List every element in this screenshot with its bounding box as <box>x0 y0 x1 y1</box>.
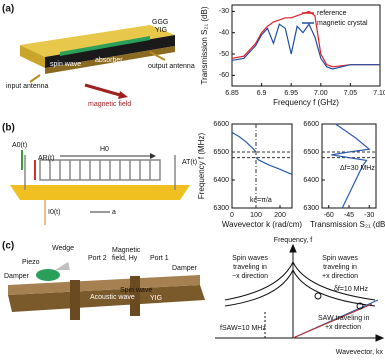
annotation: kc=π/a <box>250 197 272 204</box>
note: −x direction <box>232 273 268 280</box>
label: YIG <box>155 27 167 34</box>
label: input antenna <box>6 83 49 90</box>
label: output antenna <box>148 63 195 70</box>
legend-label: magnetic crystal <box>317 20 368 27</box>
label: H0 <box>100 146 109 153</box>
label: magnetic field <box>88 101 131 108</box>
schematic-a <box>20 25 175 99</box>
x-axis-label: Frequency f (GHz) <box>273 98 339 107</box>
x-tick-label: -60 <box>324 212 334 219</box>
y-axis-label: Transmission S₂₁ (dB) <box>200 6 209 84</box>
x-tick-label: 6.85 <box>225 90 239 97</box>
y-tick-label: 6300 <box>303 205 319 212</box>
y-tick-label: 6500 <box>213 149 229 156</box>
axis-label: Frequency, f <box>274 237 312 244</box>
schematic-b <box>10 150 190 225</box>
x-axis-label: Transmission S₂₁ (dB) <box>310 220 385 229</box>
y-tick-label: 6500 <box>303 149 319 156</box>
label: I0(t) <box>48 209 60 216</box>
x-tick-label: 200 <box>274 212 286 219</box>
annotation: Δf=30 MHz <box>340 165 375 172</box>
x-tick-label: 7.05 <box>344 90 358 97</box>
label: Piezo <box>22 259 40 266</box>
x-tick-label: 0 <box>230 212 234 219</box>
data-line <box>331 123 371 209</box>
label: GGG <box>160 303 176 310</box>
label: Spin wave <box>120 287 152 294</box>
axis-label: Wavevector, kx <box>336 349 384 356</box>
note: Spin waves <box>232 255 268 262</box>
x-axis-label: Wavevector k (rad/cm) <box>222 220 302 229</box>
panel-label: (b) <box>2 123 15 134</box>
label: Wedge <box>52 245 74 252</box>
label: Port 1 <box>150 255 169 262</box>
data-line <box>255 157 293 175</box>
label: A0(t) <box>12 142 27 149</box>
data-line <box>231 22 380 70</box>
x-tick-label: 7.00 <box>314 90 328 97</box>
y-tick-label: -30 <box>219 8 229 15</box>
schematic-c <box>8 262 205 320</box>
label: absorber <box>95 57 123 64</box>
x-tick-label: 6.9 <box>257 90 267 97</box>
label: Damper <box>172 265 198 272</box>
label: a <box>112 209 116 216</box>
plot-frame <box>231 123 293 209</box>
x-tick-label: 100 <box>250 212 262 219</box>
label: AR(t) <box>38 155 54 162</box>
label: spin wave <box>50 61 81 68</box>
plot-frame <box>231 4 381 87</box>
label: field, Hy <box>112 255 138 262</box>
y-tick-label: 6600 <box>213 121 229 128</box>
diagram-c <box>215 243 385 342</box>
label: GGG <box>152 19 168 26</box>
note: traveling in <box>323 264 357 271</box>
legend-label: reference <box>317 10 347 17</box>
x-tick-label: -45 <box>344 212 354 219</box>
data-line <box>231 10 380 68</box>
data-line <box>231 131 257 153</box>
x-tick-label: 6.95 <box>284 90 298 97</box>
label: Damper <box>4 273 30 280</box>
label: Port 2 <box>88 255 107 262</box>
y-tick-label: 6400 <box>213 177 229 184</box>
x-tick-label: -30 <box>364 212 374 219</box>
note: SAW traveling in <box>318 315 370 322</box>
note: traveling in <box>233 264 267 271</box>
y-tick-label: 6400 <box>303 177 319 184</box>
y-tick-label: 6300 <box>213 205 229 212</box>
y-tick-label: -50 <box>219 51 229 58</box>
x-tick-label: 7.10 <box>373 90 385 97</box>
note: fSAW=10 MHz <box>220 325 266 332</box>
label: Acoustic wave <box>90 294 135 301</box>
label: AT(t) <box>182 159 197 166</box>
y-tick-label: -60 <box>219 72 229 79</box>
note: +x direction <box>322 273 358 280</box>
panel-label: (c) <box>2 241 14 252</box>
panel-label: (a) <box>2 4 14 15</box>
label: Magnetic <box>112 247 141 254</box>
note: δf=10 MHz <box>334 286 369 293</box>
y-tick-label: 6600 <box>303 121 319 128</box>
note: +x direction <box>325 324 361 331</box>
y-axis-label: Frequency f (MHz) <box>197 133 206 200</box>
note: Spin waves <box>322 255 358 262</box>
y-tick-label: -40 <box>219 30 229 37</box>
label: YIG <box>150 295 162 302</box>
